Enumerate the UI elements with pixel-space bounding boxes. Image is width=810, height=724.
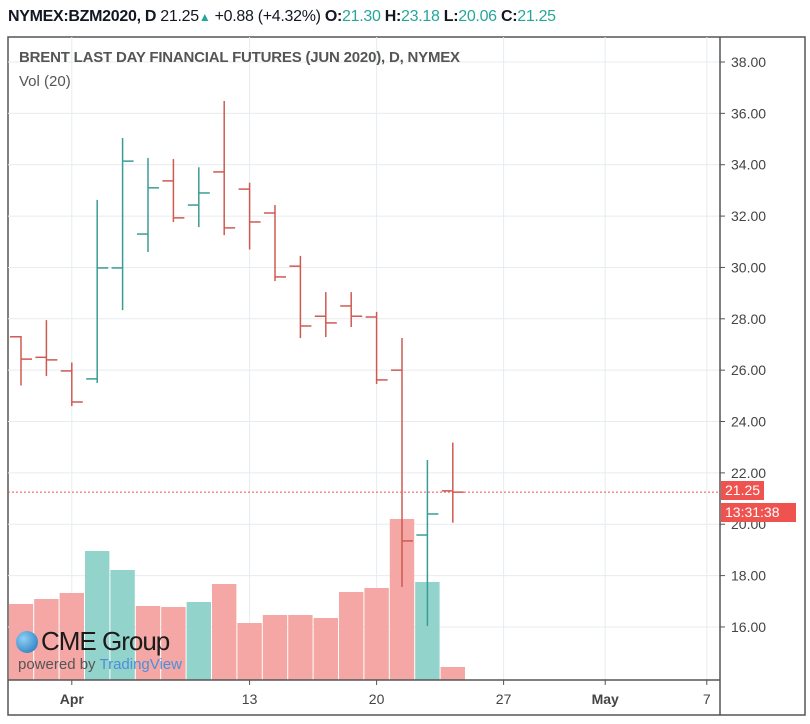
globe-icon <box>16 630 38 653</box>
ohlc-bar <box>416 460 439 626</box>
ohlc-bar <box>35 320 58 377</box>
close-value: 21.25 <box>517 8 556 25</box>
chart-legend-title: BRENT LAST DAY FINANCIAL FUTURES (JUN 20… <box>19 49 460 66</box>
powered-by-text: powered by <box>18 656 96 673</box>
ohlc-bar <box>137 158 159 253</box>
ohlc-bar <box>60 362 83 407</box>
volume-bar <box>440 667 465 680</box>
last-price: 21.25 <box>160 8 199 25</box>
y-tick-label: 32.00 <box>731 208 766 224</box>
high-label: H: <box>384 8 402 25</box>
y-tick-label: 36.00 <box>731 105 766 121</box>
volume-bar <box>364 588 389 680</box>
symbol-header: NYMEX:BZM2020, D 21.25▲ +0.88 (+4.32%) O… <box>8 8 556 26</box>
ohlc-bar <box>213 101 236 236</box>
ohlc-bar <box>86 199 109 383</box>
y-tick-label: 26.00 <box>731 362 766 378</box>
powered-by: powered by TradingView <box>18 656 182 673</box>
volume-bar <box>212 584 237 680</box>
x-tick-label: 7 <box>703 691 711 707</box>
volume-bar <box>288 615 313 680</box>
tradingview-link[interactable]: TradingView <box>99 656 183 673</box>
volume-bar <box>186 602 211 680</box>
last-price-label: 21.25 <box>721 481 765 500</box>
volume-bar <box>85 551 110 680</box>
ohlc-bar <box>391 338 413 587</box>
y-tick-label: 22.00 <box>731 465 766 481</box>
ohlc-bar <box>340 292 363 328</box>
cme-group-logo: CME Group <box>16 626 170 657</box>
high-value: 23.18 <box>401 8 440 25</box>
volume-bar <box>161 607 186 680</box>
chart-frame <box>7 36 806 716</box>
y-tick-label: 28.00 <box>731 311 766 327</box>
volume-bar <box>34 599 59 680</box>
ohlc-bar <box>365 311 388 385</box>
y-tick-label: 16.00 <box>731 619 766 635</box>
countdown-label: 13:31:38 <box>721 503 796 522</box>
ohlc-bar <box>162 159 185 222</box>
ohlc-bar <box>264 205 286 282</box>
volume-bar <box>237 623 262 680</box>
symbol-name: NYMEX:BZM2020, D <box>8 8 157 25</box>
logo-text: CME Group <box>41 626 170 656</box>
open-value: 21.30 <box>342 8 381 25</box>
up-triangle-icon: ▲ <box>198 10 211 24</box>
ohlc-bar <box>289 255 312 339</box>
ohlc-bar <box>111 138 134 311</box>
volume-bar <box>59 593 84 680</box>
open-label: O: <box>324 8 343 25</box>
y-tick-label: 24.00 <box>731 414 766 430</box>
y-tick-label: 38.00 <box>731 54 766 70</box>
volume-bar <box>339 592 364 680</box>
y-tick-label: 18.00 <box>731 568 766 584</box>
volume-bar <box>262 615 288 680</box>
low-label: L: <box>443 8 459 25</box>
ohlc-bar <box>441 442 464 523</box>
price-change: +0.88 (+4.32%) <box>214 8 321 25</box>
ohlc-bar <box>314 292 337 338</box>
x-tick-label: 27 <box>496 691 512 707</box>
y-tick-label: 30.00 <box>731 259 766 275</box>
ohlc-bar <box>187 167 210 228</box>
low-value: 20.06 <box>458 8 497 25</box>
volume-bar <box>110 570 135 680</box>
volume-legend[interactable]: Vol (20) <box>19 73 71 90</box>
volume-bar <box>135 606 161 680</box>
close-label: C: <box>500 8 518 25</box>
x-tick-label: 20 <box>369 691 385 707</box>
y-tick-label: 34.00 <box>731 157 766 173</box>
ohlc-bar <box>10 336 32 386</box>
x-tick-label: Apr <box>60 691 85 707</box>
x-tick-label: May <box>592 691 619 707</box>
ohlc-bar <box>238 182 261 250</box>
volume-bar <box>313 618 338 680</box>
x-tick-label: 13 <box>242 691 258 707</box>
